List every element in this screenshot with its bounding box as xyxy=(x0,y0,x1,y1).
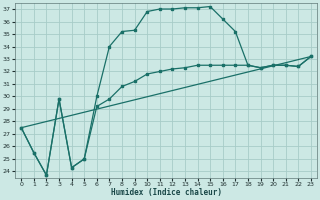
X-axis label: Humidex (Indice chaleur): Humidex (Indice chaleur) xyxy=(111,188,221,197)
